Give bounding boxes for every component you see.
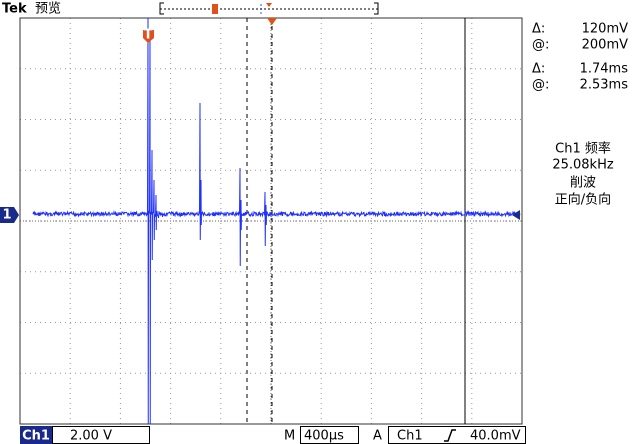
cursor-at: 200mV — [582, 38, 628, 53]
cursor-delta-label: Δ: — [532, 22, 545, 37]
level-marker — [512, 210, 520, 220]
measurement-title: Ch1 频率 — [555, 141, 611, 157]
trigger-marker-label: T — [144, 28, 153, 43]
time-label: M — [284, 429, 295, 444]
trigger-level: 40.0mV — [470, 429, 521, 444]
channel-badge — [20, 426, 52, 444]
measurement-note: 正向/负向 — [555, 192, 611, 208]
cursor-delta: 1.74ms — [580, 62, 629, 77]
graticule — [20, 18, 522, 424]
cursor-at-label: @: — [532, 78, 549, 93]
channel-scale: 2.00 V — [70, 429, 112, 444]
measurement-value: 25.08kHz — [552, 158, 614, 173]
trigger-label: A — [373, 429, 382, 444]
channel-marker-label: 1 — [2, 208, 11, 223]
cursor-at-label: @: — [532, 38, 549, 53]
mode: 预览 — [35, 1, 61, 17]
cursor-delta: 120mV — [582, 22, 628, 37]
channel-badge-label: Ch1 — [22, 429, 50, 444]
brand: Tek — [2, 2, 27, 17]
channel-marker — [0, 207, 19, 223]
measurement-status: 削波 — [570, 176, 596, 191]
trigger-position — [267, 18, 277, 25]
trigger-channel: Ch1 — [397, 429, 423, 444]
trigger-marker — [143, 30, 154, 43]
cursor-at: 2.53ms — [580, 78, 629, 93]
trigger-slope — [444, 429, 456, 442]
record-bar — [159, 2, 379, 15]
waveform — [32, 17, 521, 425]
time-scale: 400µs — [304, 429, 344, 444]
cursor-delta-label: Δ: — [532, 62, 545, 77]
